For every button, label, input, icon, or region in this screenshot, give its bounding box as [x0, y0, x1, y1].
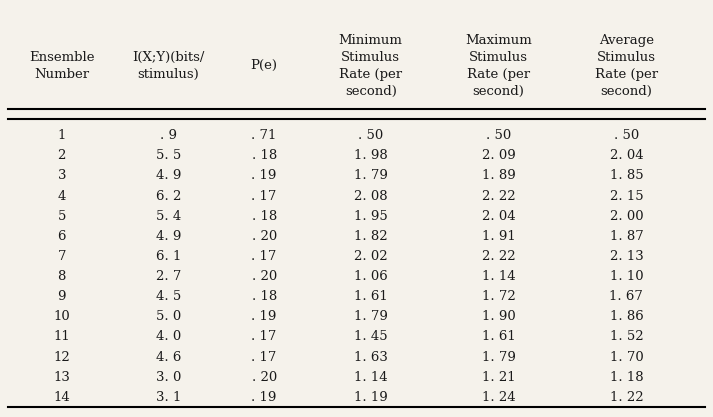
Text: . 17: . 17 — [252, 351, 277, 364]
Text: 1. 87: 1. 87 — [610, 230, 643, 243]
Text: 5. 0: 5. 0 — [155, 310, 181, 323]
Text: 4: 4 — [58, 190, 66, 203]
Text: . 50: . 50 — [486, 129, 511, 142]
Text: 8: 8 — [58, 270, 66, 283]
Text: Maximum
Stimulus
Rate (per
second): Maximum Stimulus Rate (per second) — [465, 34, 532, 98]
Text: 5. 4: 5. 4 — [155, 210, 181, 223]
Text: 1. 14: 1. 14 — [482, 270, 515, 283]
Text: 4. 9: 4. 9 — [155, 230, 181, 243]
Text: 2. 22: 2. 22 — [482, 190, 515, 203]
Text: 2. 08: 2. 08 — [354, 190, 388, 203]
Text: Ensemble
Number: Ensemble Number — [29, 50, 95, 80]
Text: . 18: . 18 — [252, 210, 277, 223]
Text: 1: 1 — [58, 129, 66, 142]
Text: . 19: . 19 — [252, 310, 277, 323]
Text: . 71: . 71 — [252, 129, 277, 142]
Text: 1. 79: 1. 79 — [354, 169, 388, 183]
Text: 7: 7 — [58, 250, 66, 263]
Text: 1. 21: 1. 21 — [482, 371, 515, 384]
Text: 1. 91: 1. 91 — [482, 230, 515, 243]
Text: 2. 7: 2. 7 — [155, 270, 181, 283]
Text: . 19: . 19 — [252, 391, 277, 404]
Text: 13: 13 — [53, 371, 70, 384]
Text: . 17: . 17 — [252, 250, 277, 263]
Text: 1. 22: 1. 22 — [610, 391, 643, 404]
Text: 5: 5 — [58, 210, 66, 223]
Text: 1. 61: 1. 61 — [482, 330, 515, 344]
Text: 2. 22: 2. 22 — [482, 250, 515, 263]
Text: 2. 15: 2. 15 — [610, 190, 643, 203]
Text: . 17: . 17 — [252, 330, 277, 344]
Text: 1. 82: 1. 82 — [354, 230, 388, 243]
Text: 14: 14 — [53, 391, 70, 404]
Text: . 18: . 18 — [252, 290, 277, 303]
Text: 6: 6 — [58, 230, 66, 243]
Text: 1. 70: 1. 70 — [610, 351, 643, 364]
Text: 1. 18: 1. 18 — [610, 371, 643, 384]
Text: 1. 67: 1. 67 — [610, 290, 643, 303]
Text: 1. 45: 1. 45 — [354, 330, 388, 344]
Text: . 17: . 17 — [252, 190, 277, 203]
Text: 1. 52: 1. 52 — [610, 330, 643, 344]
Text: 2. 02: 2. 02 — [354, 250, 388, 263]
Text: 2. 04: 2. 04 — [610, 149, 643, 162]
Text: 2. 13: 2. 13 — [610, 250, 643, 263]
Text: 4. 6: 4. 6 — [155, 351, 181, 364]
Text: 6. 1: 6. 1 — [155, 250, 181, 263]
Text: 1. 19: 1. 19 — [354, 391, 388, 404]
Text: 2: 2 — [58, 149, 66, 162]
Text: 1. 98: 1. 98 — [354, 149, 388, 162]
Text: . 20: . 20 — [252, 371, 277, 384]
Text: 1. 72: 1. 72 — [482, 290, 515, 303]
Text: 2. 04: 2. 04 — [482, 210, 515, 223]
Text: . 9: . 9 — [160, 129, 177, 142]
Text: 4. 0: 4. 0 — [155, 330, 181, 344]
Text: 1. 24: 1. 24 — [482, 391, 515, 404]
Text: . 19: . 19 — [252, 169, 277, 183]
Text: 6. 2: 6. 2 — [155, 190, 181, 203]
Text: 1. 89: 1. 89 — [482, 169, 515, 183]
Text: 5. 5: 5. 5 — [155, 149, 181, 162]
Text: 3. 1: 3. 1 — [155, 391, 181, 404]
Text: Minimum
Stimulus
Rate (per
second): Minimum Stimulus Rate (per second) — [339, 34, 403, 98]
Text: 1. 95: 1. 95 — [354, 210, 388, 223]
Text: . 50: . 50 — [358, 129, 384, 142]
Text: 3. 0: 3. 0 — [155, 371, 181, 384]
Text: 9: 9 — [58, 290, 66, 303]
Text: 1. 90: 1. 90 — [482, 310, 515, 323]
Text: 2. 09: 2. 09 — [482, 149, 515, 162]
Text: 1. 06: 1. 06 — [354, 270, 388, 283]
Text: P(e): P(e) — [251, 59, 277, 72]
Text: 1. 79: 1. 79 — [481, 351, 515, 364]
Text: . 18: . 18 — [252, 149, 277, 162]
Text: . 20: . 20 — [252, 230, 277, 243]
Text: 2. 00: 2. 00 — [610, 210, 643, 223]
Text: . 20: . 20 — [252, 270, 277, 283]
Text: I(X;Y)(bits/
stimulus): I(X;Y)(bits/ stimulus) — [132, 50, 205, 80]
Text: 1. 63: 1. 63 — [354, 351, 388, 364]
Text: 10: 10 — [53, 310, 70, 323]
Text: 12: 12 — [53, 351, 70, 364]
Text: . 50: . 50 — [614, 129, 639, 142]
Text: Average
Stimulus
Rate (per
second): Average Stimulus Rate (per second) — [595, 34, 658, 98]
Text: 1. 14: 1. 14 — [354, 371, 388, 384]
Text: 1. 85: 1. 85 — [610, 169, 643, 183]
Text: 1. 61: 1. 61 — [354, 290, 388, 303]
Text: 11: 11 — [53, 330, 70, 344]
Text: 3: 3 — [58, 169, 66, 183]
Text: 1. 10: 1. 10 — [610, 270, 643, 283]
Text: 4. 9: 4. 9 — [155, 169, 181, 183]
Text: 1. 79: 1. 79 — [354, 310, 388, 323]
Text: 1. 86: 1. 86 — [610, 310, 643, 323]
Text: 4. 5: 4. 5 — [155, 290, 181, 303]
